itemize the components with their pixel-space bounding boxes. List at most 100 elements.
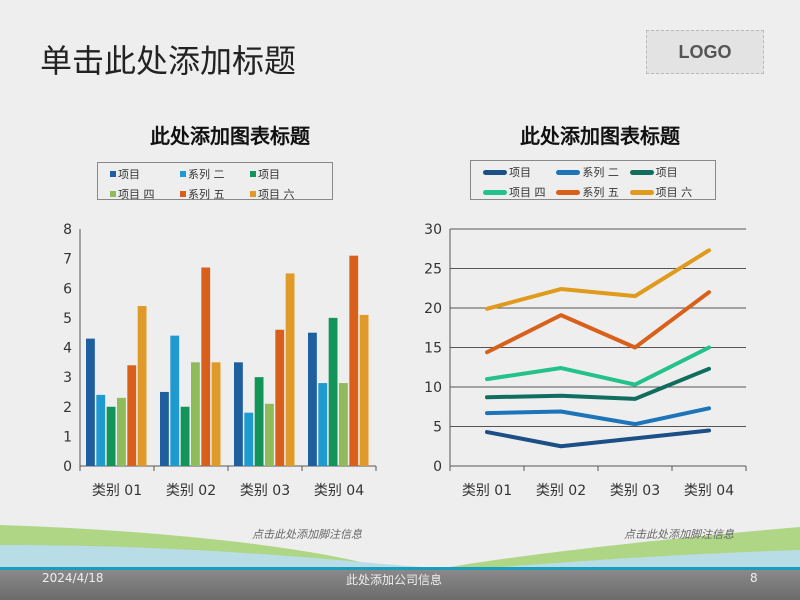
bar-chart-legend: 项目 系列 二 项目项目 四 系列 五 项目 六 [97,162,333,202]
x-tick-label: 类别 04 [684,483,734,499]
bar-4 [191,362,200,466]
bar-1 [308,332,317,466]
y-tick-label: 4 [63,341,72,357]
legend-label: 项目 六 [655,186,693,199]
legend-label: 系列 二 [188,168,225,181]
legend-item: 项目 六 [629,184,703,200]
legend-label: 项目 四 [118,188,155,201]
bar-3 [328,317,338,466]
bar-2 [318,383,328,466]
footer-page-number: 8 [750,571,758,585]
x-tick-label: 类别 02 [166,483,216,499]
bar-4 [339,383,348,466]
line-series-4 [485,345,711,387]
legend-swatch-icon [556,169,581,175]
legend-item: 项目 [110,166,180,182]
bar-4 [117,397,126,466]
legend-label: 项目 [258,168,280,181]
legend-item: 系列 二 [180,166,250,182]
bar-6 [137,306,147,466]
bar-3 [254,377,264,466]
x-tick-label: 类别 03 [240,483,290,499]
legend-item: 项目 四 [110,186,180,202]
legend-label: 项目 [118,168,140,181]
legend-item: 项目 六 [250,186,320,202]
legend-item: 项目 [629,164,703,180]
legend-swatch-icon [180,171,186,177]
legend-swatch-icon [180,191,186,197]
line-series-3 [485,366,711,401]
legend-label: 项目 [655,166,678,179]
x-tick-label: 类别 01 [462,483,512,499]
footnote-left[interactable]: 点击此处添加脚注信息 [252,528,362,541]
footer-company: 此处添加公司信息 [346,573,443,587]
bar-6 [285,273,295,466]
y-tick-label: 2 [63,400,72,416]
legend-swatch-icon [483,189,507,195]
bar-2 [244,412,254,466]
y-tick-label: 30 [424,222,442,238]
bar-5 [201,267,211,466]
y-tick-label: 3 [63,370,72,386]
legend-item: 系列 二 [556,164,629,180]
slide-title[interactable]: 单击此处添加标题 [40,42,297,80]
y-tick-label: 0 [63,459,72,475]
legend-swatch-icon [556,189,581,195]
x-tick-label: 类别 02 [536,483,586,499]
y-tick-label: 15 [424,341,442,357]
footer-bar: 2024/4/18 此处添加公司信息 8 [0,567,800,600]
x-tick-label: 类别 04 [314,483,364,499]
line-series-6 [485,248,711,311]
line-series-1 [485,428,711,449]
line-series-5 [485,290,711,355]
legend-item: 项目 四 [483,184,556,200]
legend-item: 系列 五 [180,186,250,202]
legend-label: 系列 五 [188,188,225,201]
legend-label: 项目 [509,166,531,179]
y-tick-label: 7 [63,252,72,268]
y-tick-label: 20 [424,301,442,317]
bar-1 [234,362,243,466]
bar-1 [160,391,169,466]
bar-2 [170,335,180,466]
y-tick-label: 5 [433,420,442,436]
line-series-2 [485,406,711,427]
bar-3 [180,406,190,466]
footer-waves-decoration [0,525,800,567]
bar-5 [349,255,359,466]
legend-label: 项目 六 [258,188,295,201]
y-tick-label: 10 [424,380,442,396]
legend-item: 系列 五 [556,184,629,200]
footnote-right[interactable]: 点击此处添加脚注信息 [624,528,734,541]
bar-6 [359,314,369,466]
bar-5 [275,329,285,466]
legend-swatch-icon [629,189,654,195]
bar-4 [265,403,274,466]
legend-label: 系列 五 [582,186,619,199]
y-tick-label: 0 [433,459,442,475]
line-chart-title: 此处添加图表标题 [520,124,680,148]
line-chart-legend: 项目 系列 二 项目项目 四 系列 五 项目 六 [470,160,716,200]
bar-2 [96,394,106,466]
legend-swatch-icon [110,191,116,197]
logo-placeholder[interactable]: LOGO [646,30,764,74]
bar-3 [106,406,116,466]
x-tick-label: 类别 03 [610,483,660,499]
legend-item: 项目 [250,166,320,182]
y-tick-label: 6 [63,281,72,297]
footer-date: 2024/4/18 [42,571,104,585]
legend-swatch-icon [110,171,116,177]
bar-1 [86,338,95,466]
legend-label: 系列 二 [582,166,619,179]
bar-5 [127,365,137,466]
legend-swatch-icon [250,171,256,177]
bar-chart-title: 此处添加图表标题 [150,124,310,148]
y-tick-label: 1 [63,429,72,445]
legend-swatch-icon [250,191,256,197]
y-tick-label: 25 [424,262,442,278]
y-tick-label: 8 [63,222,72,238]
legend-swatch-icon [483,169,507,175]
bar-6 [211,362,221,466]
x-tick-label: 类别 01 [92,483,142,499]
